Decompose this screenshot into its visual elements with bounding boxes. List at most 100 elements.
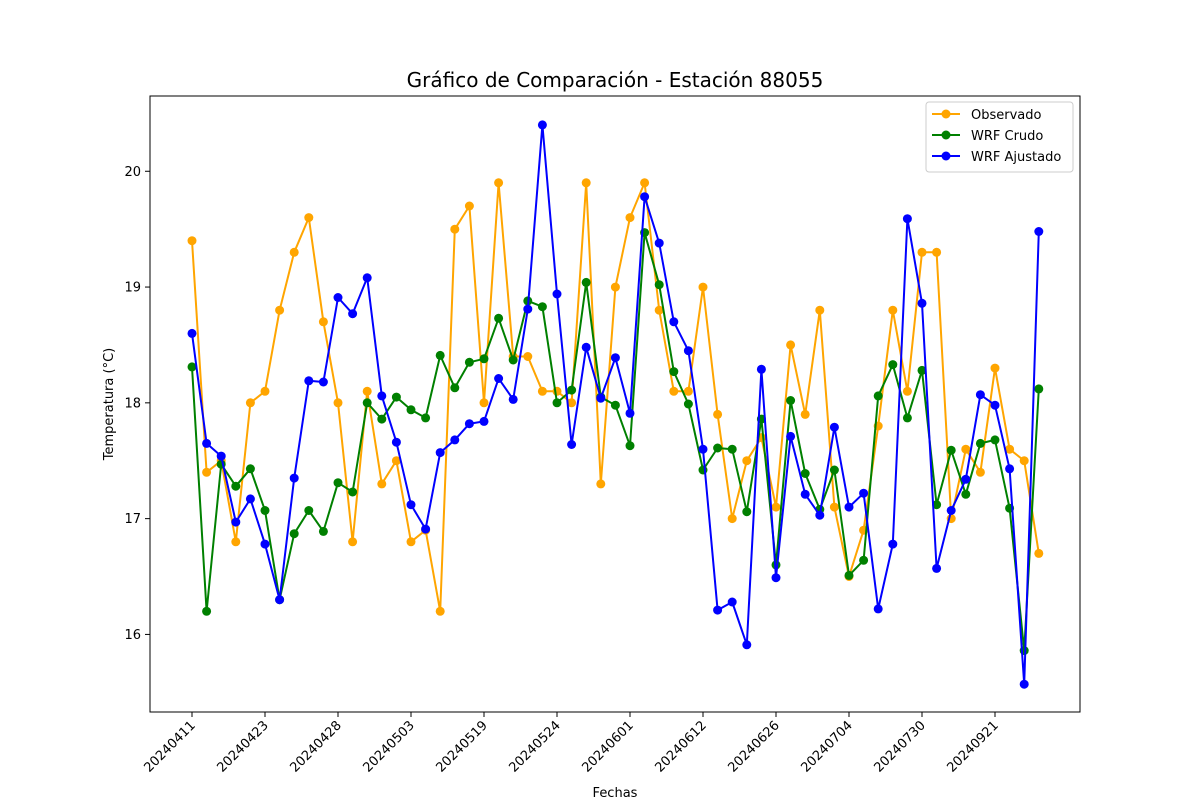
data-point	[1005, 464, 1015, 474]
data-point	[464, 357, 474, 367]
data-point	[742, 507, 752, 517]
data-point	[581, 178, 591, 188]
data-point	[435, 350, 445, 360]
data-point	[581, 342, 591, 352]
data-point	[610, 353, 620, 363]
data-point	[450, 435, 460, 445]
data-point	[348, 537, 358, 547]
data-point	[756, 364, 766, 374]
data-point	[187, 362, 197, 372]
data-point	[873, 604, 883, 614]
data-point	[245, 494, 255, 504]
data-point	[479, 416, 489, 426]
data-point	[567, 385, 577, 395]
data-point	[713, 409, 723, 419]
data-point	[231, 481, 241, 491]
data-point	[552, 398, 562, 408]
y-axis-label: Temperatura (°C)	[102, 348, 117, 461]
data-point	[231, 537, 241, 547]
data-point	[917, 247, 927, 257]
data-point	[581, 277, 591, 287]
data-point	[859, 555, 869, 565]
y-axis: 16 17 18 19 20	[124, 165, 150, 643]
x-tick-label: 20240503	[360, 718, 417, 775]
data-point	[975, 390, 985, 400]
data-point	[932, 500, 942, 510]
data-point	[187, 328, 197, 338]
data-point	[523, 304, 533, 314]
data-point	[786, 340, 796, 350]
data-point	[1005, 444, 1015, 454]
data-point	[654, 305, 664, 315]
x-tick-label: 20240428	[287, 718, 344, 775]
data-point	[873, 391, 883, 401]
data-point	[245, 464, 255, 474]
legend-box	[925, 101, 1074, 173]
data-point	[567, 440, 577, 449]
y-tick-label: 19	[124, 281, 141, 296]
legend-entry-label: WRF Ajustado	[971, 150, 1061, 165]
data-point	[596, 479, 606, 489]
data-point	[275, 595, 285, 605]
data-point	[450, 383, 460, 393]
data-point	[304, 506, 314, 515]
x-tick-label: 20240626	[725, 718, 782, 775]
data-point	[333, 478, 343, 488]
data-point	[421, 524, 431, 534]
data-point	[596, 393, 606, 403]
data-point	[245, 398, 255, 408]
data-point	[508, 355, 518, 365]
data-point	[654, 280, 664, 290]
x-axis: 20240411 20240423 20240428 20240503 20240519…	[141, 712, 1002, 776]
legend-swatch-marker	[941, 130, 951, 140]
x-tick-label: 20240411	[141, 718, 198, 775]
data-point	[362, 398, 372, 408]
x-tick-label: 20240524	[506, 718, 563, 775]
data-point	[902, 413, 912, 423]
data-point	[202, 467, 212, 477]
data-point	[552, 289, 562, 299]
data-point	[318, 317, 328, 327]
x-tick-label: 20240612	[652, 718, 709, 775]
data-point	[610, 400, 620, 410]
data-point	[435, 606, 445, 616]
data-point	[202, 606, 212, 616]
data-point	[362, 386, 372, 396]
data-point	[406, 500, 416, 510]
data-point	[917, 298, 927, 308]
data-point	[435, 448, 445, 458]
data-point	[683, 346, 693, 356]
data-point	[961, 444, 971, 454]
series-wrf-ajustado	[187, 120, 1044, 689]
data-point	[829, 422, 839, 432]
data-point	[1019, 679, 1029, 689]
data-point	[289, 247, 299, 257]
data-point	[640, 192, 650, 202]
data-point	[961, 474, 971, 484]
data-point	[377, 391, 387, 401]
data-point	[391, 456, 401, 466]
data-point	[698, 282, 708, 292]
x-axis-label: Fechas	[593, 786, 638, 800]
data-point	[333, 293, 343, 302]
data-point	[567, 398, 577, 408]
data-point	[625, 441, 635, 451]
data-point	[727, 597, 737, 607]
data-point	[406, 537, 416, 547]
data-point	[815, 305, 825, 315]
data-point	[946, 445, 956, 455]
data-point	[669, 317, 679, 327]
data-point	[304, 213, 314, 223]
data-point	[464, 419, 474, 429]
data-point	[260, 539, 270, 549]
data-point	[829, 465, 839, 475]
data-point	[523, 352, 533, 361]
data-point	[815, 510, 825, 520]
data-point	[494, 178, 504, 188]
data-point	[771, 502, 781, 512]
data-point	[917, 365, 927, 375]
data-point	[990, 400, 1000, 410]
data-point	[640, 178, 650, 188]
data-point	[932, 563, 942, 573]
